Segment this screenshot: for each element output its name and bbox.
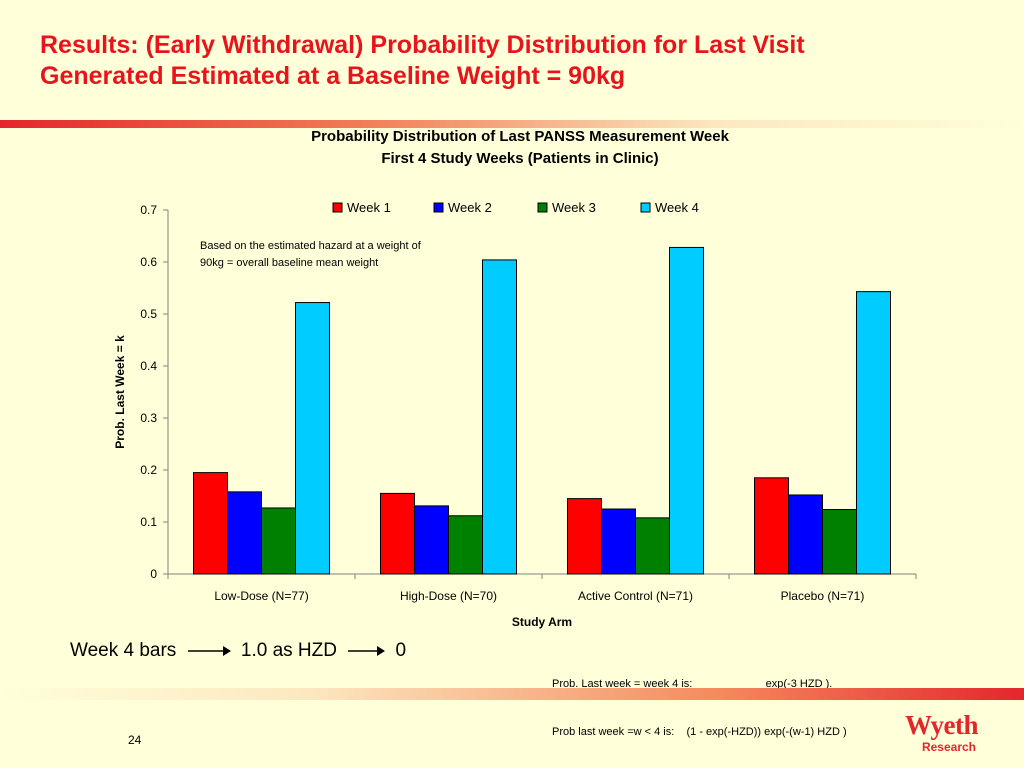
bottom-decorative-band	[0, 688, 1024, 700]
bar-week-4	[295, 302, 330, 575]
formula-block: Prob. Last week = week 4 is: exp(-3 HZD …	[552, 644, 847, 756]
y-tick-label: 0.1	[140, 515, 157, 529]
bar-week-2	[601, 508, 636, 575]
bar-week-2	[227, 491, 262, 575]
bar-week-1	[567, 498, 602, 575]
slide-title-line2: Generated Estimated at a Baseline Weight…	[40, 62, 626, 90]
formula-line1: Prob. Last week = week 4 is: exp(-3 HZD …	[552, 678, 833, 690]
legend-swatch	[640, 202, 651, 213]
legend-label: Week 4	[655, 200, 699, 215]
legend-swatch	[433, 202, 444, 213]
y-axis: 0 0.1 0.2 0.3 0.4 0.5 0.6 0.7	[140, 203, 169, 581]
bottom-note-right: 0	[395, 640, 407, 661]
page-number: 24	[128, 733, 142, 747]
legend-label: Week 2	[448, 200, 492, 215]
bar-week-3	[822, 509, 857, 575]
bottom-note-middle: 1.0 as HZD	[240, 640, 337, 661]
y-tick-label: 0.4	[140, 359, 157, 373]
y-tick-label: 0.2	[140, 463, 157, 477]
top-decorative-band	[0, 120, 1024, 128]
arrow-right-icon	[187, 645, 231, 656]
y-axis-label: Prob. Last Week = k	[113, 335, 127, 449]
x-tick-label: Low-Dose (N=77)	[214, 589, 308, 603]
bar-week-3	[635, 517, 670, 575]
bar-week-4	[482, 259, 517, 575]
logo-wordmark: Wyeth	[905, 710, 979, 740]
x-tick-label: Active Control (N=71)	[578, 589, 693, 603]
bar-week-3	[261, 507, 296, 575]
slide-title-line1: Results: (Early Withdrawal) Probability …	[40, 31, 805, 59]
y-tick-label: 0.6	[140, 255, 157, 269]
bar-week-4	[669, 246, 704, 575]
chart-title-line1: Probability Distribution of Last PANSS M…	[311, 128, 729, 145]
formula-line2: Prob last week =w < 4 is: (1 - exp(-HZD)…	[552, 726, 847, 738]
chart-annotation-text: Based on the estimated hazard at a weigh…	[200, 240, 421, 269]
bar-week-2	[414, 505, 449, 575]
arrow-right-icon	[348, 645, 386, 656]
chart-annotation: Based on the estimated hazard at a weigh…	[200, 240, 421, 269]
bar-week-4	[856, 291, 891, 575]
bottom-note: Week 4 bars 1.0 as HZD 0	[70, 640, 406, 662]
y-tick-label: 0.3	[140, 411, 157, 425]
wyeth-logo: Wyeth Research	[866, 710, 979, 760]
legend-label: Week 1	[347, 200, 391, 215]
legend-swatch	[537, 202, 548, 213]
x-tick-label: Placebo (N=71)	[781, 589, 865, 603]
bar-chart: Week 1 Week 2 Week 3 Week 4 0 0.1 0.2 0.3 0.4 0.…	[113, 200, 917, 629]
x-axis: Low-Dose (N=77) High-Dose (N=70) Active Co…	[167, 573, 917, 603]
y-tick-label: 0.5	[140, 307, 157, 321]
y-tick-label: 0.7	[140, 203, 157, 217]
chart-title: Probability Distribution of Last PANSS M…	[170, 126, 870, 170]
bar-week-1	[193, 472, 228, 575]
bar-series	[193, 246, 891, 575]
slide-title: Results: (Early Withdrawal) Probability …	[40, 30, 1000, 92]
x-axis-label: Study Arm	[512, 615, 572, 629]
bar-week-1	[754, 477, 789, 575]
chart-title-line2: First 4 Study Weeks (Patients in Clinic)	[381, 150, 659, 167]
chart-legend: Week 1 Week 2 Week 3 Week 4	[332, 200, 699, 215]
legend-swatch	[332, 202, 343, 213]
bar-week-3	[448, 515, 483, 575]
legend-label: Week 3	[552, 200, 596, 215]
logo-subtitle: Research	[921, 740, 976, 754]
bar-week-1	[380, 492, 415, 575]
x-tick-label: High-Dose (N=70)	[400, 589, 497, 603]
bottom-note-left: Week 4 bars	[70, 640, 177, 661]
bar-week-2	[788, 494, 823, 575]
y-tick-label: 0	[150, 567, 157, 581]
